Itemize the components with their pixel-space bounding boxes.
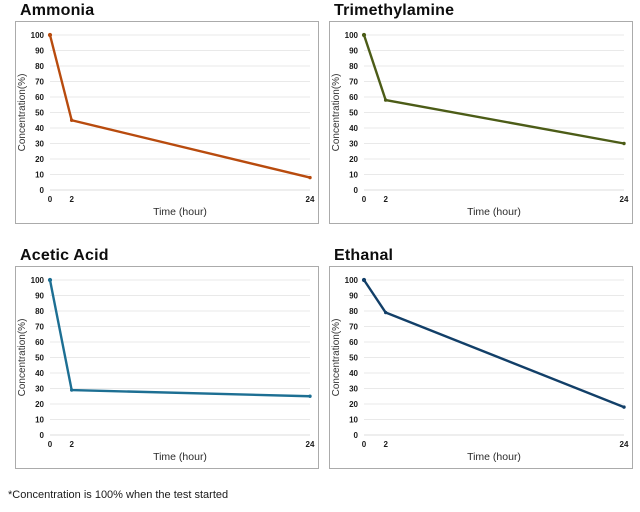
chart-panel: 0 10 20 30 40 50 60 70 80 90 100 0 2 24 Time (hour) Con… (15, 21, 319, 224)
chart-cell-acetic-acid: Acetic Acid 0 10 20 30 40 50 60 70 80 90 100 0 2 24 Ti… (15, 247, 319, 469)
svg-text:2: 2 (69, 195, 74, 204)
svg-text:2: 2 (383, 195, 388, 204)
svg-text:30: 30 (35, 384, 44, 393)
footnote: *Concentration is 100% when the test sta… (8, 489, 229, 501)
svg-text:40: 40 (35, 369, 44, 378)
svg-text:0: 0 (40, 186, 45, 195)
svg-text:Time (hour): Time (hour) (467, 451, 521, 463)
svg-text:20: 20 (349, 400, 358, 409)
svg-text:24: 24 (306, 195, 315, 204)
chart-panel: 0 10 20 30 40 50 60 70 80 90 100 0 2 24 Time (hour) Con… (329, 266, 633, 469)
chart-title: Trimethylamine (334, 2, 455, 19)
svg-text:Time (hour): Time (hour) (153, 206, 207, 218)
svg-text:90: 90 (349, 46, 358, 55)
svg-text:70: 70 (35, 77, 44, 86)
svg-text:20: 20 (35, 400, 44, 409)
svg-text:100: 100 (31, 31, 45, 40)
svg-text:2: 2 (383, 440, 388, 449)
line-chart-svg: 0 10 20 30 40 50 60 70 80 90 100 0 2 24 Time (hour) Con… (331, 31, 629, 218)
chart-panel: 0 10 20 30 40 50 60 70 80 90 100 0 2 24 Time (hour) Con… (15, 266, 319, 469)
svg-text:80: 80 (35, 307, 44, 316)
svg-text:10: 10 (349, 170, 358, 179)
chart-cell-ammonia: Ammonia 0 10 20 30 40 50 60 70 80 90 100 0 2 24 Time (… (15, 2, 319, 224)
charts-grid: Ammonia 0 10 20 30 40 50 60 70 80 90 100 0 2 24 Time (… (15, 2, 633, 469)
svg-text:Concentration(%): Concentration(%) (331, 74, 342, 152)
svg-text:0: 0 (354, 186, 359, 195)
svg-text:10: 10 (35, 170, 44, 179)
svg-text:24: 24 (620, 195, 629, 204)
svg-text:70: 70 (349, 77, 358, 86)
svg-text:60: 60 (349, 338, 358, 347)
svg-text:0: 0 (48, 440, 53, 449)
chart-row-top: Ammonia 0 10 20 30 40 50 60 70 80 90 100 0 2 24 Time (… (15, 2, 633, 224)
svg-text:2: 2 (69, 440, 74, 449)
svg-text:40: 40 (35, 124, 44, 133)
line-chart-svg: 0 10 20 30 40 50 60 70 80 90 100 0 2 24 Time (hour) Con… (331, 276, 629, 463)
svg-text:50: 50 (349, 353, 358, 362)
line-chart-svg: 0 10 20 30 40 50 60 70 80 90 100 0 2 24 Time (hour) Con… (17, 276, 315, 463)
svg-text:10: 10 (349, 415, 358, 424)
svg-text:60: 60 (35, 93, 44, 102)
svg-text:50: 50 (349, 108, 358, 117)
svg-text:40: 40 (349, 124, 358, 133)
svg-text:90: 90 (35, 46, 44, 55)
svg-text:Time (hour): Time (hour) (467, 206, 521, 218)
svg-text:100: 100 (345, 31, 359, 40)
svg-text:80: 80 (349, 62, 358, 71)
svg-text:70: 70 (349, 322, 358, 331)
chart-title: Ammonia (20, 2, 95, 19)
svg-text:Concentration(%): Concentration(%) (17, 74, 28, 152)
line-chart-svg: 0 10 20 30 40 50 60 70 80 90 100 0 2 24 Time (hour) Con… (17, 31, 315, 218)
svg-text:60: 60 (35, 338, 44, 347)
svg-text:10: 10 (35, 415, 44, 424)
svg-text:0: 0 (40, 431, 45, 440)
svg-text:0: 0 (362, 440, 367, 449)
svg-text:80: 80 (349, 307, 358, 316)
svg-text:0: 0 (48, 195, 53, 204)
svg-text:20: 20 (35, 155, 44, 164)
svg-text:0: 0 (354, 431, 359, 440)
chart-title: Ethanal (334, 247, 394, 264)
svg-text:30: 30 (349, 384, 358, 393)
svg-text:20: 20 (349, 155, 358, 164)
svg-text:40: 40 (349, 369, 358, 378)
svg-text:50: 50 (35, 353, 44, 362)
chart-cell-ethanal: Ethanal 0 10 20 30 40 50 60 70 80 90 100 0 2 24 Time (… (329, 247, 633, 469)
svg-text:Time (hour): Time (hour) (153, 451, 207, 463)
svg-text:Concentration(%): Concentration(%) (331, 319, 342, 397)
svg-text:50: 50 (35, 108, 44, 117)
chart-row-bottom: Acetic Acid 0 10 20 30 40 50 60 70 80 90 100 0 2 24 Ti… (15, 247, 633, 469)
svg-text:90: 90 (349, 291, 358, 300)
svg-text:100: 100 (345, 276, 359, 285)
svg-text:0: 0 (362, 195, 367, 204)
svg-text:Concentration(%): Concentration(%) (17, 319, 28, 397)
svg-text:80: 80 (35, 62, 44, 71)
svg-text:30: 30 (35, 139, 44, 148)
svg-text:90: 90 (35, 291, 44, 300)
svg-text:24: 24 (620, 440, 629, 449)
svg-text:70: 70 (35, 322, 44, 331)
svg-text:60: 60 (349, 93, 358, 102)
chart-panel: 0 10 20 30 40 50 60 70 80 90 100 0 2 24 Time (hour) Con… (329, 21, 633, 224)
chart-title: Acetic Acid (20, 247, 109, 264)
svg-text:24: 24 (306, 440, 315, 449)
chart-cell-trimethylamine: Trimethylamine 0 10 20 30 40 50 60 70 80 90 100 0 2 2… (329, 2, 633, 224)
svg-text:100: 100 (31, 276, 45, 285)
svg-text:30: 30 (349, 139, 358, 148)
